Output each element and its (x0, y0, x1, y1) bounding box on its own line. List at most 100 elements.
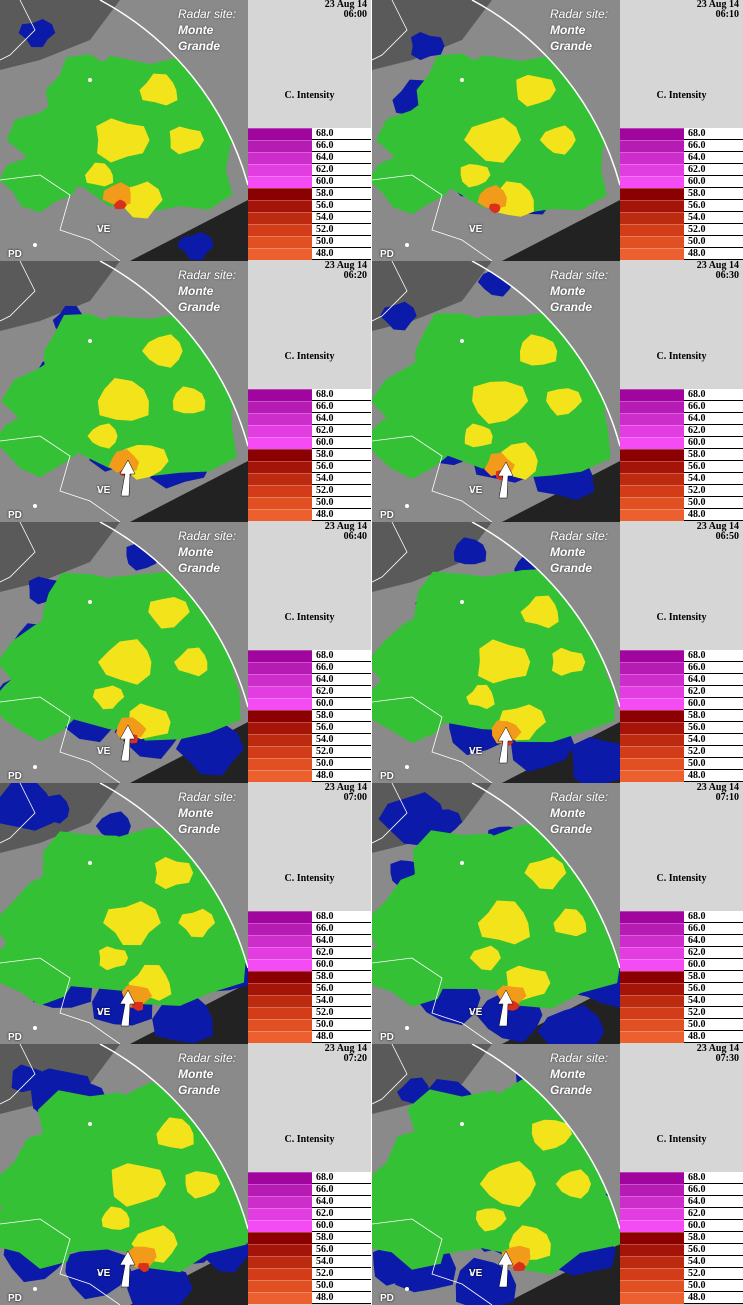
mountain-terrain (0, 0, 120, 70)
legend-swatch (620, 662, 684, 674)
moderate-echo (169, 126, 204, 155)
radar-site-name: Monte (178, 806, 214, 820)
legend-value: 56.0 (684, 983, 743, 995)
light-echo (372, 919, 467, 1007)
legend-swatch (620, 473, 684, 485)
legend-row: 50.0 (620, 758, 743, 770)
radar-site-label: Radar site: Monte Grande (178, 267, 236, 315)
radar-map (372, 522, 620, 783)
legend-swatch (620, 686, 684, 698)
legend-panel: 23 Aug 14 06:20 C. Intensity 68.0 66.0 64.0 62… (248, 261, 371, 522)
radar-site-label: Radar site: Monte Grande (550, 528, 608, 576)
legend-value: 54.0 (312, 995, 371, 1007)
weak-echo (177, 231, 214, 261)
legend-panel: 23 Aug 14 07:20 C. Intensity 68.0 66.0 64.0 62… (248, 1044, 371, 1305)
legend-row: 64.0 (620, 152, 743, 164)
frame-date: 23 Aug 14 (696, 0, 739, 10)
legend-swatch (620, 1268, 684, 1280)
legend-swatch (620, 770, 684, 782)
legend-row: 58.0 (620, 1232, 743, 1244)
storm-arrow-icon (119, 989, 136, 1027)
legend-value: 56.0 (312, 983, 371, 995)
legend-row: 64.0 (620, 413, 743, 425)
legend-row: 54.0 (248, 734, 371, 746)
radar-site-caption: Radar site: (178, 1051, 237, 1065)
echo-layer (372, 792, 620, 1044)
legend-value: 64.0 (684, 674, 743, 686)
legend-row: 66.0 (620, 1184, 743, 1196)
legend-value: 64.0 (684, 413, 743, 425)
legend-swatch (620, 401, 684, 413)
radar-site-name: Monte (178, 545, 214, 559)
legend-row: 66.0 (620, 923, 743, 935)
legend-swatch (248, 1031, 312, 1043)
weak-echo (34, 794, 70, 824)
moderate-echo (85, 162, 114, 187)
legend-row: 60.0 (248, 959, 371, 971)
city-dot (33, 243, 37, 247)
legend-row: 52.0 (620, 1268, 743, 1280)
legend-row: 60.0 (620, 698, 743, 710)
legend-swatch (620, 1007, 684, 1019)
legend-value: 48.0 (312, 1292, 371, 1304)
province-border (0, 783, 36, 844)
legend-value: 66.0 (684, 140, 743, 152)
legend-swatch (620, 449, 684, 461)
radar-range-arc (471, 0, 620, 186)
frame-time: 06:10 (715, 9, 739, 20)
storm-arrow-icon (119, 459, 136, 497)
moderate-echo (178, 908, 216, 938)
legend-swatch (248, 1232, 312, 1244)
legend-value: 62.0 (684, 164, 743, 176)
legend-panel: 23 Aug 14 06:10 C. Intensity 68.0 66.0 64.0 62… (620, 0, 743, 261)
moderate-echo (103, 901, 161, 946)
light-echo (406, 1089, 518, 1179)
legend-value: 58.0 (312, 710, 371, 722)
light-echo (416, 53, 507, 127)
legend-row: 64.0 (248, 152, 371, 164)
city-label-ve: VE (469, 1007, 483, 1018)
legend-value: 66.0 (684, 1184, 743, 1196)
light-echo (0, 662, 90, 742)
radar-site-label: Radar site: Monte Grande (178, 6, 236, 54)
legend-value: 52.0 (684, 746, 743, 758)
legend-swatch (620, 224, 684, 236)
legend-value: 58.0 (684, 188, 743, 200)
legend-row: 58.0 (620, 188, 743, 200)
radar-site-label: Radar site: Monte Grande (550, 789, 608, 837)
legend-panel: 23 Aug 14 06:50 C. Intensity 68.0 66.0 64.0 62… (620, 522, 743, 783)
moderate-echo (477, 900, 530, 945)
legend-value: 60.0 (312, 176, 371, 188)
city-label-ve: VE (97, 485, 111, 496)
radar-frame-0: Radar site: Monte Grande VE PD 23 Aug 14 06:00… (0, 0, 371, 261)
legend-value: 62.0 (684, 1208, 743, 1220)
city-dot (405, 243, 409, 247)
city-dot (88, 600, 92, 604)
legend-value: 52.0 (312, 746, 371, 758)
legend-row: 60.0 (620, 1220, 743, 1232)
legend-value: 52.0 (312, 485, 371, 497)
city-dot (405, 1026, 409, 1030)
legend-value: 58.0 (684, 971, 743, 983)
frame-date: 23 Aug 14 (324, 261, 367, 271)
legend-swatch (620, 461, 684, 473)
legend-row: 60.0 (248, 698, 371, 710)
legend-value: 60.0 (312, 437, 371, 449)
legend-title: C. Intensity (656, 90, 707, 101)
storm-arrow-icon (119, 1250, 136, 1288)
province-border (0, 174, 121, 261)
legend-value: 56.0 (312, 461, 371, 473)
radar-site-label: Radar site: Monte Grande (178, 1050, 236, 1098)
city-label-pd: PD (380, 1032, 394, 1043)
legend-row: 52.0 (248, 746, 371, 758)
radar-range-arc (99, 0, 248, 186)
legend-row: 68.0 (248, 650, 371, 662)
radar-site-name: Grande (550, 822, 593, 836)
legend-value: 66.0 (312, 662, 371, 674)
legend-swatch (620, 1232, 684, 1244)
radar-range-arc (99, 783, 248, 969)
legend-value: 48.0 (312, 509, 371, 521)
legend-value: 50.0 (312, 1280, 371, 1292)
city-dot (460, 339, 464, 343)
moderate-echo (531, 1119, 572, 1151)
